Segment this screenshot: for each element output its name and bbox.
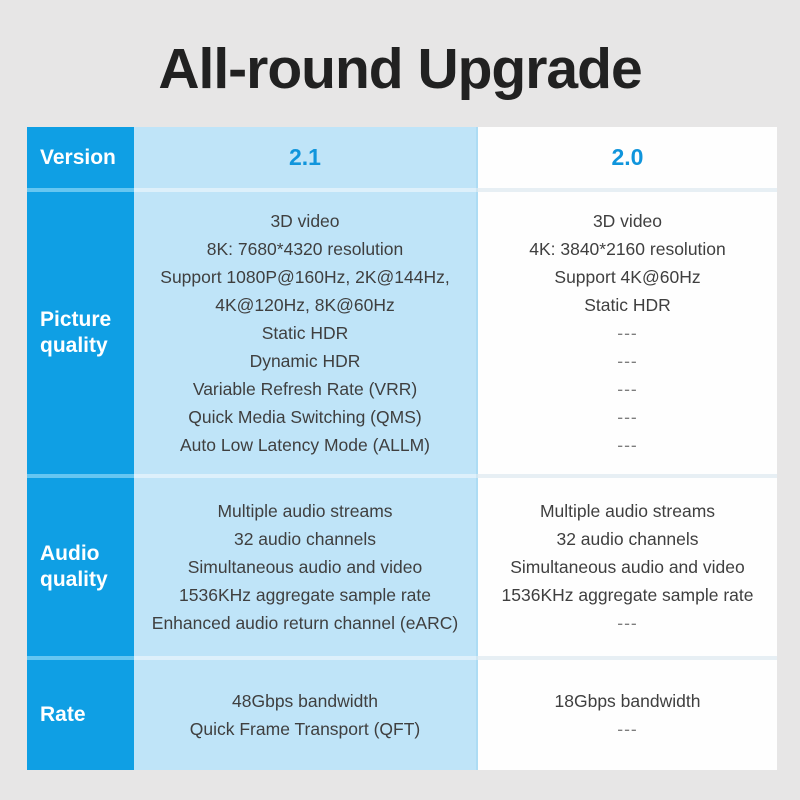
rate-v21-cell: 48Gbps bandwidth Quick Frame Transport (Q… [134,660,476,770]
header-version-cell: Version [27,127,134,188]
spec-line: Simultaneous audio and video [510,557,745,577]
spec-line: Multiple audio streams [217,501,393,521]
rate-label-cell: Rate [27,660,134,770]
table-header-row: Version 2.1 2.0 [27,127,777,188]
spec-line: 4K: 3840*2160 resolution [529,239,726,259]
spec-line: Simultaneous audio and video [187,557,423,577]
spec-line: Variable Refresh Rate (VRR) [192,379,418,399]
audio-quality-label: Audio quality [40,542,108,591]
row-separator [27,474,777,478]
spec-line: 32 audio channels [233,529,377,549]
spec-line: 8K: 7680*4320 resolution [206,239,404,259]
picture-quality-v21-cell: 3D video 8K: 7680*4320 resolution Support … [134,192,476,474]
not-supported-dash: --- [617,613,638,633]
picture-quality-row: Picture quality 3D video 8K: 7680*4320 re… [27,192,777,474]
not-supported-dash: --- [617,351,638,371]
not-supported-dash: --- [617,379,638,399]
spec-line: 32 audio channels [556,529,699,549]
picture-quality-v20-cell: 3D video 4K: 3840*2160 resolution Support … [476,192,777,474]
audio-quality-label-cell: Audio quality [27,478,134,656]
spec-line: 48Gbps bandwidth [232,691,378,711]
audio-quality-v21-cell: Multiple audio streams 32 audio channels S… [134,478,476,656]
not-supported-dash: --- [617,719,638,739]
audio-quality-v20-cell: Multiple audio streams 32 audio channels S… [476,478,777,656]
rate-label: Rate [40,703,86,726]
spec-line: Quick Frame Transport (QFT) [189,719,421,739]
row-separator [27,188,777,192]
spec-line: Support 4K@60Hz [554,267,701,287]
not-supported-dash: --- [617,407,638,427]
spec-line: Enhanced audio return channel (eARC) [151,613,459,633]
spec-line: Auto Low Latency Mode (ALLM) [180,435,430,455]
spec-line: 1536KHz aggregate sample rate [179,585,431,605]
header-v20-cell: 2.0 [476,127,777,188]
version-label: Version [40,145,116,169]
spec-line: 1536KHz aggregate sample rate [501,585,754,605]
spec-line: Static HDR [584,295,671,315]
spec-line: Static HDR [261,323,349,343]
version-2-1: 2.1 [289,144,321,170]
header-v21-cell: 2.1 [134,127,476,188]
picture-quality-label-cell: Picture quality [27,192,134,474]
spec-line: 18Gbps bandwidth [554,691,701,711]
spec-line: 4K@120Hz, 8K@60Hz [215,295,395,315]
spec-line: 3D video [592,211,663,231]
not-supported-dash: --- [617,435,638,455]
rate-v20-cell: 18Gbps bandwidth --- [476,660,777,770]
rate-row: Rate 48Gbps bandwidth Quick Frame Transpo… [27,660,777,770]
spec-line: Dynamic HDR [249,351,361,371]
not-supported-dash: --- [617,323,638,343]
spec-line: Quick Media Switching (QMS) [188,407,422,427]
spec-line: Support 1080P@160Hz, 2K@144Hz, [160,267,450,287]
row-separator [27,656,777,660]
spec-line: 3D video [270,211,340,231]
page-title: All-round Upgrade [158,37,642,101]
picture-quality-label: Picture quality [40,308,112,357]
version-2-0: 2.0 [611,144,644,170]
audio-quality-row: Audio quality Multiple audio streams 32 a… [27,478,777,656]
spec-line: Multiple audio streams [539,501,716,521]
comparison-table: Version 2.1 2.0 Picture quality 3D video… [27,127,777,770]
